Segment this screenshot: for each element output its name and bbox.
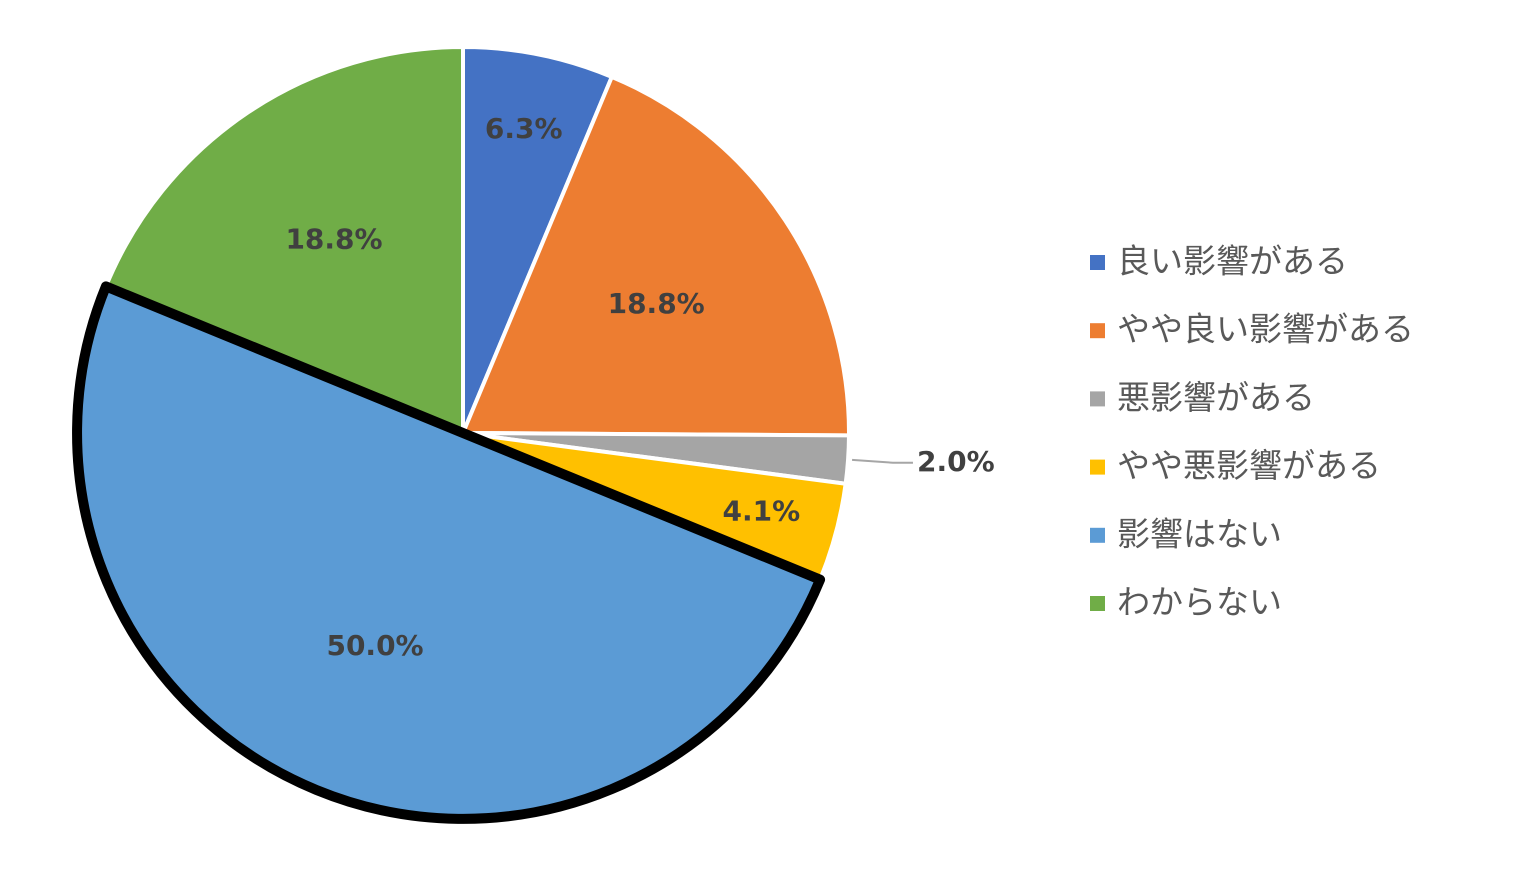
legend-marker [1090,323,1105,339]
legend-label: 良い影響がある [1117,242,1348,281]
legend-label: わからない [1117,583,1282,622]
data-label: 4.1% [723,495,801,528]
data-label: 18.8% [285,223,382,256]
data-label: 18.8% [608,287,705,320]
data-label: 50.0% [326,629,423,662]
legend-marker [1090,459,1105,475]
legend-label: やや良い影響がある [1117,310,1414,349]
data-label: 2.0% [917,445,995,478]
pie-slice [460,74,851,438]
legend-marker [1090,596,1105,611]
highlight-outline [72,281,826,824]
pie-slice [461,44,615,434]
legend-marker [1090,255,1105,270]
legend-label: 影響はない [1117,514,1282,553]
legend-marker [1090,391,1105,407]
data-label: 6.3% [485,112,563,145]
leader-line [851,458,913,464]
pie-slice [103,44,465,436]
legend-label: 悪影響がある [1117,378,1315,417]
legend-label: やや悪影響がある [1117,446,1381,485]
legend-marker [1090,527,1105,543]
